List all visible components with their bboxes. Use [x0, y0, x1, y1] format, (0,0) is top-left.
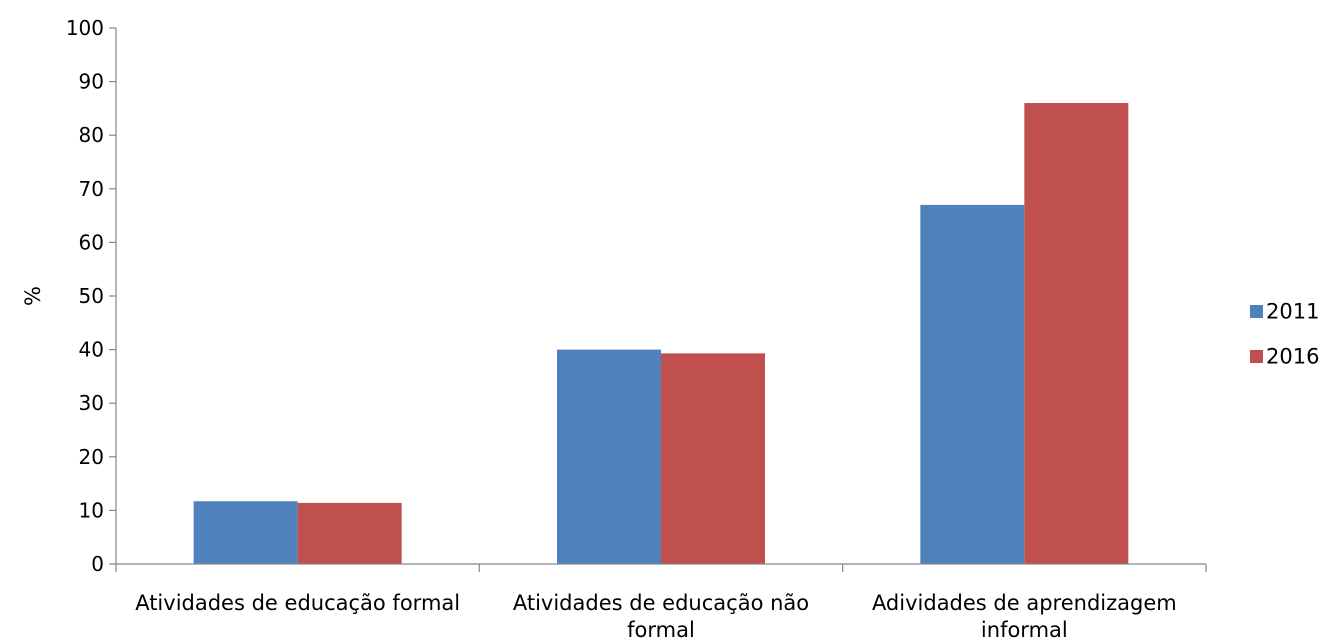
y-tick-label-20: 20: [79, 445, 104, 469]
legend-swatch-2011: [1250, 305, 1263, 318]
y-axis-title: %: [21, 286, 45, 306]
y-tick-label-90: 90: [79, 70, 104, 94]
y-tick-label-80: 80: [79, 123, 104, 147]
bar-2011-2: [557, 349, 661, 564]
y-tick-label-60: 60: [79, 230, 104, 254]
bar-2011-1: [193, 501, 298, 564]
y-tick-label-10: 10: [79, 498, 104, 522]
y-tick-label-30: 30: [79, 391, 104, 415]
y-tick-label-40: 40: [79, 338, 104, 362]
bar-2016-2: [661, 353, 765, 564]
legend-label-2016: 2016: [1266, 345, 1319, 369]
category-label-2: Atividades de educação não formal: [513, 591, 809, 641]
y-tick-label-70: 70: [79, 177, 104, 201]
labels-layer: 0 10 20 30 40 50 60 70 80 90 100 Atividades de educ…: [21, 16, 1177, 641]
bar-2016-1: [297, 502, 402, 564]
category-label-3: Adividades de aprendizagem informal: [872, 591, 1177, 641]
legend-swatch-2016: [1250, 350, 1263, 363]
category-label-1: Atividades de educação formal: [135, 591, 460, 615]
bars-layer: [193, 103, 1129, 564]
legend: 2011 2016: [1250, 300, 1319, 369]
y-tick-label-0: 0: [91, 552, 104, 576]
legend-label-2011: 2011: [1266, 300, 1319, 324]
bar-2016-3: [1024, 103, 1129, 564]
bar-2011-3: [920, 204, 1025, 564]
y-tick-label-100: 100: [66, 16, 104, 40]
y-tick-label-50: 50: [79, 284, 104, 308]
axes-layer: [109, 27, 1207, 572]
